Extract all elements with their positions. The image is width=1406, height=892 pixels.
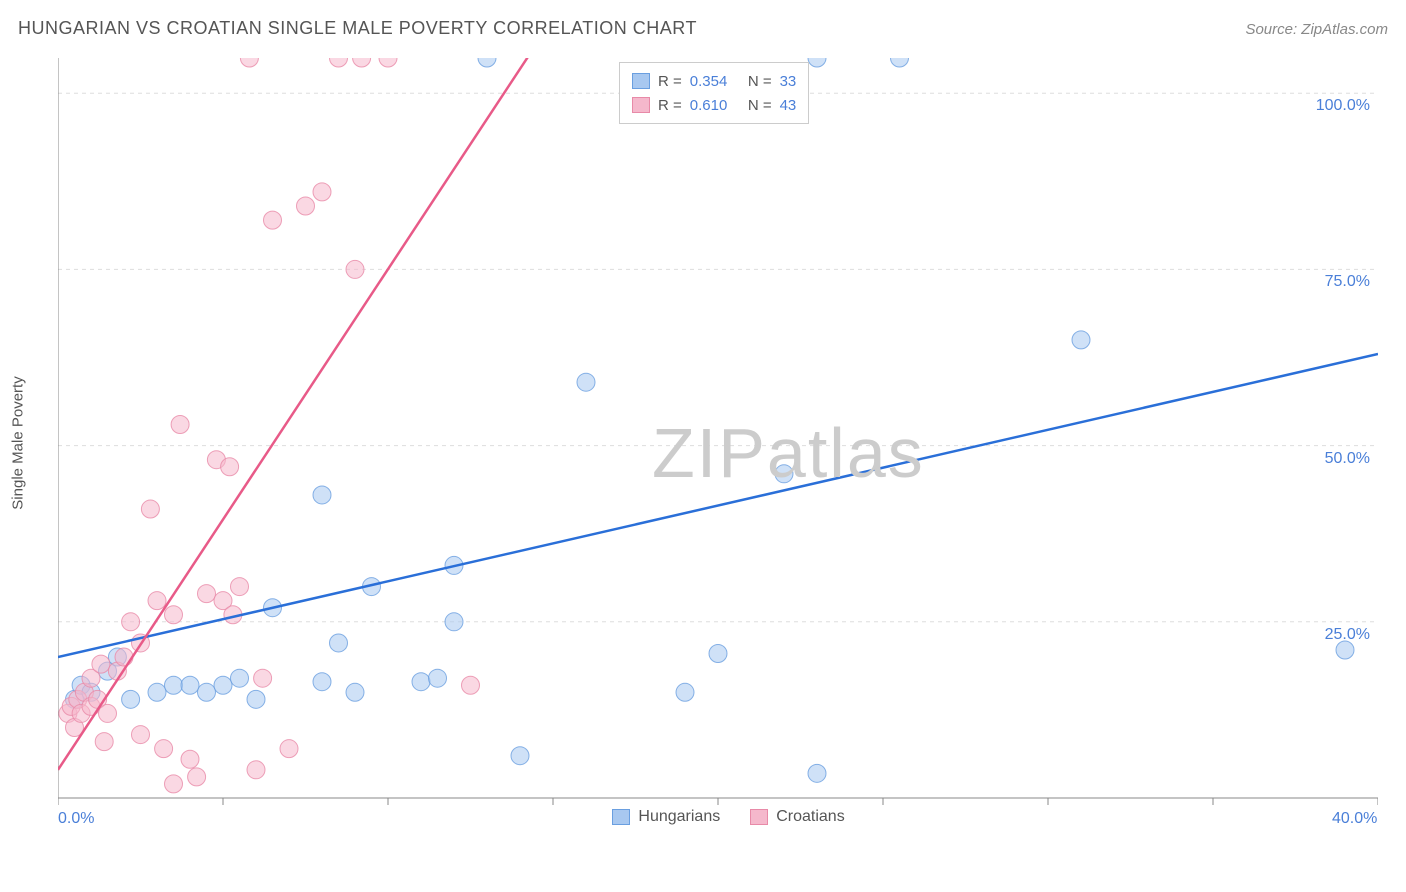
- legend-r-value: 0.610: [690, 97, 728, 114]
- y-tick-label: 25.0%: [1325, 626, 1370, 644]
- legend-swatch: [750, 809, 768, 825]
- chart-title: HUNGARIAN VS CROATIAN SINGLE MALE POVERT…: [18, 18, 697, 39]
- y-tick-label: 100.0%: [1316, 97, 1370, 115]
- stats-legend: R = 0.354 N = 33R = 0.610 N = 43: [619, 62, 809, 124]
- stats-legend-row: R = 0.354 N = 33: [632, 69, 796, 93]
- legend-r-value: 0.354: [690, 73, 728, 90]
- chart-area: Single Male Poverty ZIPatlas R = 0.354 N…: [58, 58, 1378, 828]
- x-tick-label: 40.0%: [1332, 810, 1377, 828]
- legend-series-name: Hungarians: [638, 808, 720, 826]
- stats-legend-row: R = 0.610 N = 43: [632, 93, 796, 117]
- x-tick-label: 0.0%: [58, 810, 94, 828]
- legend-swatch: [612, 809, 630, 825]
- y-tick-label: 75.0%: [1325, 273, 1370, 291]
- legend-n-value: 43: [780, 97, 797, 114]
- legend-n-label: N =: [735, 97, 771, 114]
- source-attribution: Source: ZipAtlas.com: [1245, 21, 1388, 38]
- series-legend: Hungarians Croatians: [612, 808, 844, 826]
- y-tick-label: 50.0%: [1325, 450, 1370, 468]
- legend-item: Croatians: [750, 808, 844, 826]
- legend-item: Hungarians: [612, 808, 720, 826]
- scatter-plot: [58, 58, 1378, 828]
- legend-series-name: Croatians: [776, 808, 844, 826]
- legend-swatch: [632, 97, 650, 113]
- legend-n-value: 33: [780, 73, 797, 90]
- legend-r-label: R =: [658, 73, 682, 90]
- legend-swatch: [632, 73, 650, 89]
- y-axis-label: Single Male Poverty: [10, 376, 27, 509]
- legend-n-label: N =: [735, 73, 771, 90]
- chart-header: HUNGARIAN VS CROATIAN SINGLE MALE POVERT…: [18, 18, 1388, 39]
- legend-r-label: R =: [658, 97, 682, 114]
